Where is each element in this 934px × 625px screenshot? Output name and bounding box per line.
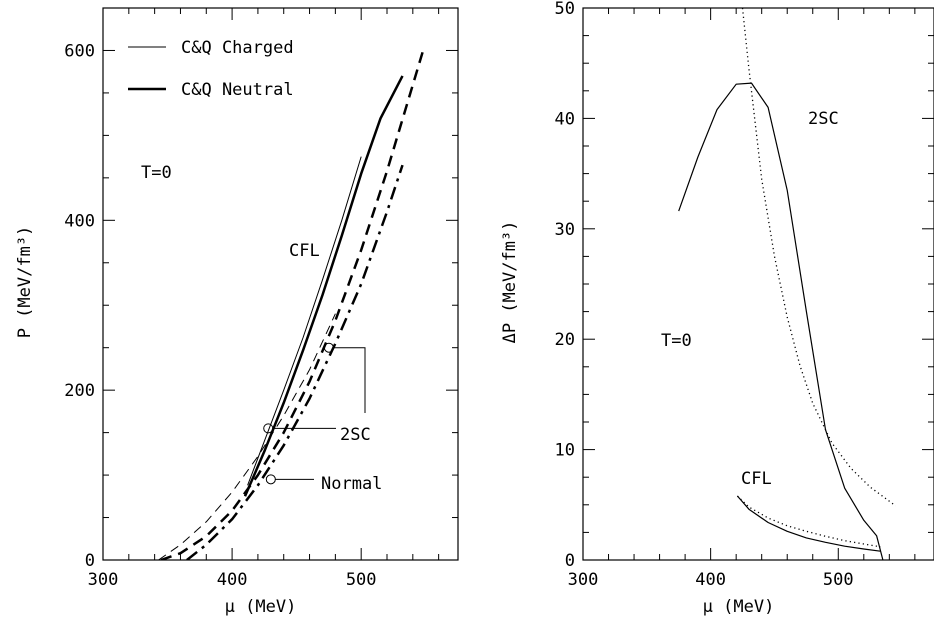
left-plot-frame — [102, 7, 459, 561]
right-x-tick-label: 400 — [695, 570, 726, 590]
legend: C&Q Charged C&Q Neutral — [128, 38, 294, 100]
right-series-solid-line — [678, 82, 884, 560]
right-y-axis-title: ΔP (MeV/fm³) — [500, 221, 520, 344]
right-series-dotted-line — [741, 8, 897, 507]
right-x-tick-label: 500 — [823, 570, 854, 590]
left-y-tick-label: 0 — [85, 551, 95, 571]
left-x-tick-label: 400 — [217, 570, 248, 590]
annotation-cfl-right: CFL — [741, 469, 772, 489]
right-panel: 300 400 500 0 10 20 30 40 50 μ (MeV) ΔP (MeV/fm³) 2… — [500, 0, 934, 617]
annotation-2sc: 2SC — [340, 425, 371, 445]
annotation-normal: Normal — [321, 474, 382, 494]
left-series-thin-dashed-line — [158, 313, 336, 560]
left-series-thick-dashed-line — [160, 50, 425, 560]
left-series-thick-dashdot-line — [186, 164, 404, 560]
left-x-tick-label: 300 — [88, 570, 119, 590]
legend-charged-label: C&Q Charged — [181, 38, 294, 58]
right-y-tick-label: 30 — [555, 220, 575, 240]
right-series-group — [678, 8, 897, 560]
left-x-tick-label: 500 — [346, 570, 377, 590]
annotation-t0: T=0 — [141, 163, 172, 183]
leader-2sc-upper — [333, 347, 366, 413]
annotation-t0-right: T=0 — [661, 331, 692, 351]
left-series-thin-solid-line — [247, 156, 362, 486]
right-series-dotted-line — [736, 495, 881, 548]
left-y-axis-title: P (MeV/fm³) — [15, 226, 35, 339]
right-x-axis-title: μ (MeV) — [703, 597, 775, 617]
right-y-tick-label: 0 — [565, 551, 575, 571]
left-panel: 300 400 500 0 200 400 600 μ (MeV) P (MeV/fm³) C&Q… — [15, 7, 459, 617]
left-y-tick-label: 200 — [64, 381, 95, 401]
left-series-group — [158, 50, 425, 560]
left-x-axis-title: μ (MeV) — [225, 597, 297, 617]
left-series-thick-solid-line — [243, 75, 404, 497]
right-y-tick-label: 10 — [555, 441, 575, 461]
legend-neutral-label: C&Q Neutral — [181, 80, 294, 100]
left-y-tick-label: 600 — [64, 41, 95, 61]
right-y-tick-label: 40 — [555, 109, 575, 129]
right-y-tick-label: 50 — [555, 0, 575, 19]
annotation-cfl: CFL — [289, 241, 320, 261]
right-y-tick-label: 20 — [555, 330, 575, 350]
left-y-tick-label: 400 — [64, 211, 95, 231]
right-series-solid-line — [736, 495, 881, 552]
annotation-2sc-right: 2SC — [808, 109, 839, 129]
marker-normal-circle — [265, 474, 276, 485]
right-x-tick-label: 300 — [568, 570, 599, 590]
